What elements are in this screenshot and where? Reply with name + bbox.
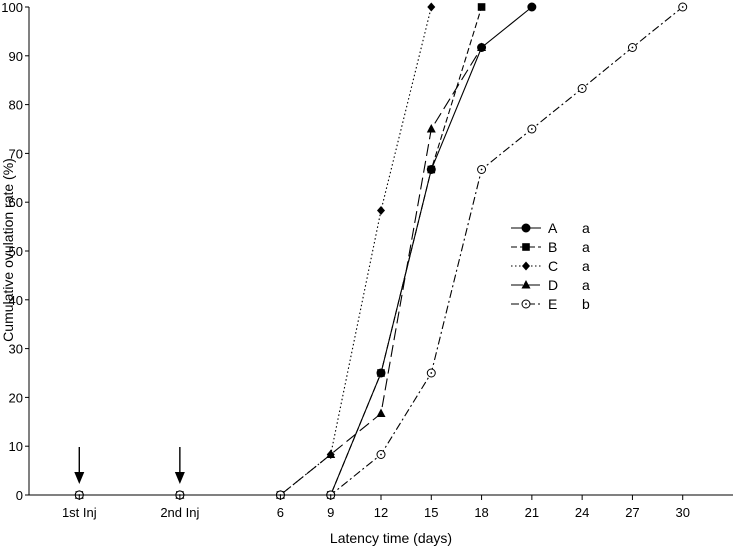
marker-dot [681,6,684,8]
series-line [280,6,533,496]
legend-marker [522,243,530,251]
x-tick-label: 27 [625,505,639,520]
y-tick-label: 100 [1,0,23,15]
x-tick-label: 9 [327,505,334,520]
data-point [426,124,436,133]
legend-label: E [548,296,557,312]
data-point [377,205,385,215]
marker-dot [525,303,527,305]
data-point [477,3,486,11]
data-point [527,2,537,12]
legend-group: a [582,277,590,293]
data-point [627,43,637,53]
legend-marker [521,299,531,309]
y-tick-label: 20 [9,390,23,405]
legend-group: a [582,258,590,274]
x-tick-label: 18 [474,505,488,520]
legend-label: B [548,239,557,255]
y-tick-label: 60 [9,195,23,210]
data-point [477,165,487,175]
axes: 0 10 20 30 40 50 60 70 80 90 100 1st Inj 2nd Inj 6 9 12… [1,0,733,520]
legend-marker [521,223,531,233]
data-point [426,368,436,378]
data-point [477,42,487,52]
data-point [577,83,587,93]
y-tick-label: 90 [9,49,23,64]
x-tick-label: 15 [424,505,438,520]
y-tick-label: 80 [9,98,23,113]
series-line [280,6,483,496]
injection-arrow [174,447,185,484]
arrow-head [74,472,85,484]
series-e [74,2,688,500]
x-axis-label: Latency time (days) [330,530,452,546]
x-tick-label: 12 [374,505,388,520]
legend-group: b [582,296,590,312]
series-c [75,2,436,500]
data-point [427,2,436,12]
legend-group: a [582,220,590,236]
data-point [376,408,386,418]
injection-arrow [74,447,85,484]
marker-dot [631,46,634,49]
series-line [280,6,684,496]
arrow-head [174,472,185,484]
legend-label: D [548,277,558,293]
data-point [678,2,688,12]
x-tick-label: 2nd Inj [160,505,199,520]
y-tick-label: 40 [9,293,23,308]
series-d [74,42,487,499]
data-point [377,369,385,377]
data-point [326,449,336,458]
series-line [280,47,483,496]
y-tick-label: 0 [16,488,23,503]
series-b [75,3,486,499]
legend-marker [521,280,531,289]
x-tick-label: 24 [575,505,589,520]
data-point [376,449,386,459]
marker-dot [530,128,533,130]
x-tick-label: 30 [675,505,689,520]
series-line [280,6,432,496]
x-tick-label: 21 [525,505,539,520]
y-tick-label: 70 [9,146,23,161]
y-tick-label: 50 [9,244,23,259]
plot-area [74,2,688,500]
legend-label: A [548,220,558,236]
data-point [427,165,436,174]
legend-group: a [582,239,590,255]
series-a [74,2,537,500]
marker-dot [430,372,433,374]
x-tick-label: 1st Inj [62,505,97,520]
marker-dot [480,168,483,171]
y-tick-label: 10 [9,439,23,454]
y-axis-label: Cumulative ovulation rate (%) [0,158,16,342]
x-tick-label: 6 [277,505,284,520]
data-point [527,124,537,134]
marker-dot [380,453,382,456]
marker-dot [581,87,584,90]
legend-label: C [548,258,558,274]
legend-marker [522,261,530,271]
y-tick-label: 30 [9,342,23,357]
